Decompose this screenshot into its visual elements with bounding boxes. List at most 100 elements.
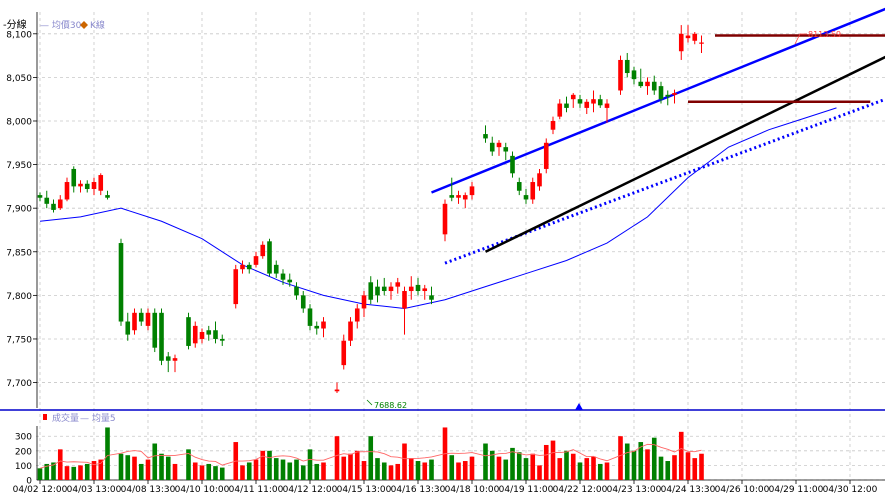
candle-body	[172, 358, 178, 361]
volume-bar	[199, 465, 205, 480]
ma-legend-label: — 均價30	[40, 19, 82, 31]
candle	[334, 382, 340, 394]
candle	[71, 166, 77, 193]
candle-body	[105, 195, 110, 198]
candle-body	[564, 103, 569, 108]
volume-bar	[44, 463, 50, 480]
volume-bar	[699, 453, 704, 480]
volume-bar	[152, 443, 158, 480]
time-tick-label: 04/08 13:30	[121, 485, 176, 495]
time-tick-label: 04/16 13:30	[391, 485, 446, 495]
price-tick-label: 8,100	[6, 30, 32, 40]
volume-tick-label: 0	[26, 477, 32, 487]
candle-body	[483, 134, 488, 139]
low-annotation-leader	[366, 399, 373, 406]
volume-bar	[564, 450, 569, 480]
volume-bar	[543, 444, 549, 480]
candle-body	[64, 182, 70, 200]
volume-bar	[118, 453, 124, 480]
candle-body	[624, 59, 630, 74]
time-tick-label: 04/15 13:00	[337, 485, 392, 495]
volume-bar	[604, 462, 610, 480]
candle	[314, 321, 320, 335]
volume-bar	[138, 463, 144, 480]
candle-body	[307, 308, 313, 326]
candle-body	[240, 264, 245, 270]
candle-body	[685, 35, 691, 39]
volume-bar	[300, 465, 306, 480]
volume-bar	[422, 462, 428, 480]
volume-bar	[64, 466, 70, 480]
candle-body	[57, 199, 63, 209]
volume-bar	[489, 450, 495, 480]
volume-bar	[240, 465, 245, 480]
candle	[584, 99, 590, 115]
volume-bar	[348, 453, 353, 480]
volume-bar	[523, 458, 529, 480]
high-annotation-leader	[794, 33, 807, 45]
candle-body	[543, 142, 549, 169]
candle-body	[375, 286, 380, 296]
candle	[132, 308, 137, 335]
candle-body	[597, 99, 603, 106]
price-tick-label: 7,800	[6, 292, 32, 302]
time-tick-label: 04/24 13:30	[661, 485, 716, 495]
volume-bar	[361, 461, 367, 480]
volume-bar	[645, 449, 650, 480]
price-tick-label: 7,750	[6, 335, 32, 345]
candle	[442, 199, 448, 242]
candle-body	[510, 155, 515, 174]
candle	[604, 99, 610, 123]
candle	[300, 291, 306, 313]
volume-legend-swatch	[43, 414, 47, 420]
candle-body	[354, 308, 360, 322]
volume-bar	[658, 456, 664, 480]
time-tick-label: 04/18 10:00	[445, 485, 500, 495]
volume-bar	[638, 442, 644, 480]
price-tick-label: 7,850	[6, 248, 32, 258]
candle	[469, 182, 475, 200]
candle-body	[186, 317, 191, 346]
volume-bar	[415, 461, 421, 480]
volume-bar	[496, 456, 502, 480]
candle-body	[692, 33, 698, 41]
candle-body	[361, 295, 367, 309]
candle-body	[537, 173, 542, 187]
candle	[395, 277, 401, 294]
candle-body	[78, 183, 83, 187]
candle	[84, 180, 90, 193]
candle-body	[145, 312, 151, 326]
k-legend-label: K線	[90, 19, 105, 31]
candle-body	[84, 183, 90, 189]
candle	[64, 177, 70, 202]
candle-body	[118, 243, 124, 322]
candle-body	[672, 93, 677, 95]
candle-body	[503, 147, 509, 152]
candle	[489, 136, 495, 156]
volume-bar	[132, 456, 137, 480]
candle-body	[192, 325, 198, 344]
volume-bar	[469, 456, 475, 480]
candles	[37, 25, 704, 394]
candle-body	[530, 182, 536, 200]
volume-ma-legend-label: — 均量5	[80, 412, 116, 424]
candle	[125, 312, 131, 341]
volume-bar	[597, 463, 603, 480]
candle-body	[584, 101, 590, 108]
volume-bar	[260, 450, 266, 480]
candle	[159, 308, 164, 366]
candle	[651, 75, 657, 95]
candle	[44, 190, 50, 209]
candle-body	[570, 94, 576, 100]
volume-bar	[253, 459, 259, 480]
volume-bar	[213, 466, 218, 480]
candle	[692, 32, 698, 45]
candle	[591, 90, 596, 113]
volume-bar	[685, 452, 691, 480]
candle	[118, 238, 124, 326]
volume-bar	[186, 449, 191, 480]
volume-tick-label: 200	[15, 447, 32, 457]
candle	[51, 199, 56, 213]
volume-bar	[631, 450, 637, 480]
candle-body	[442, 203, 448, 235]
